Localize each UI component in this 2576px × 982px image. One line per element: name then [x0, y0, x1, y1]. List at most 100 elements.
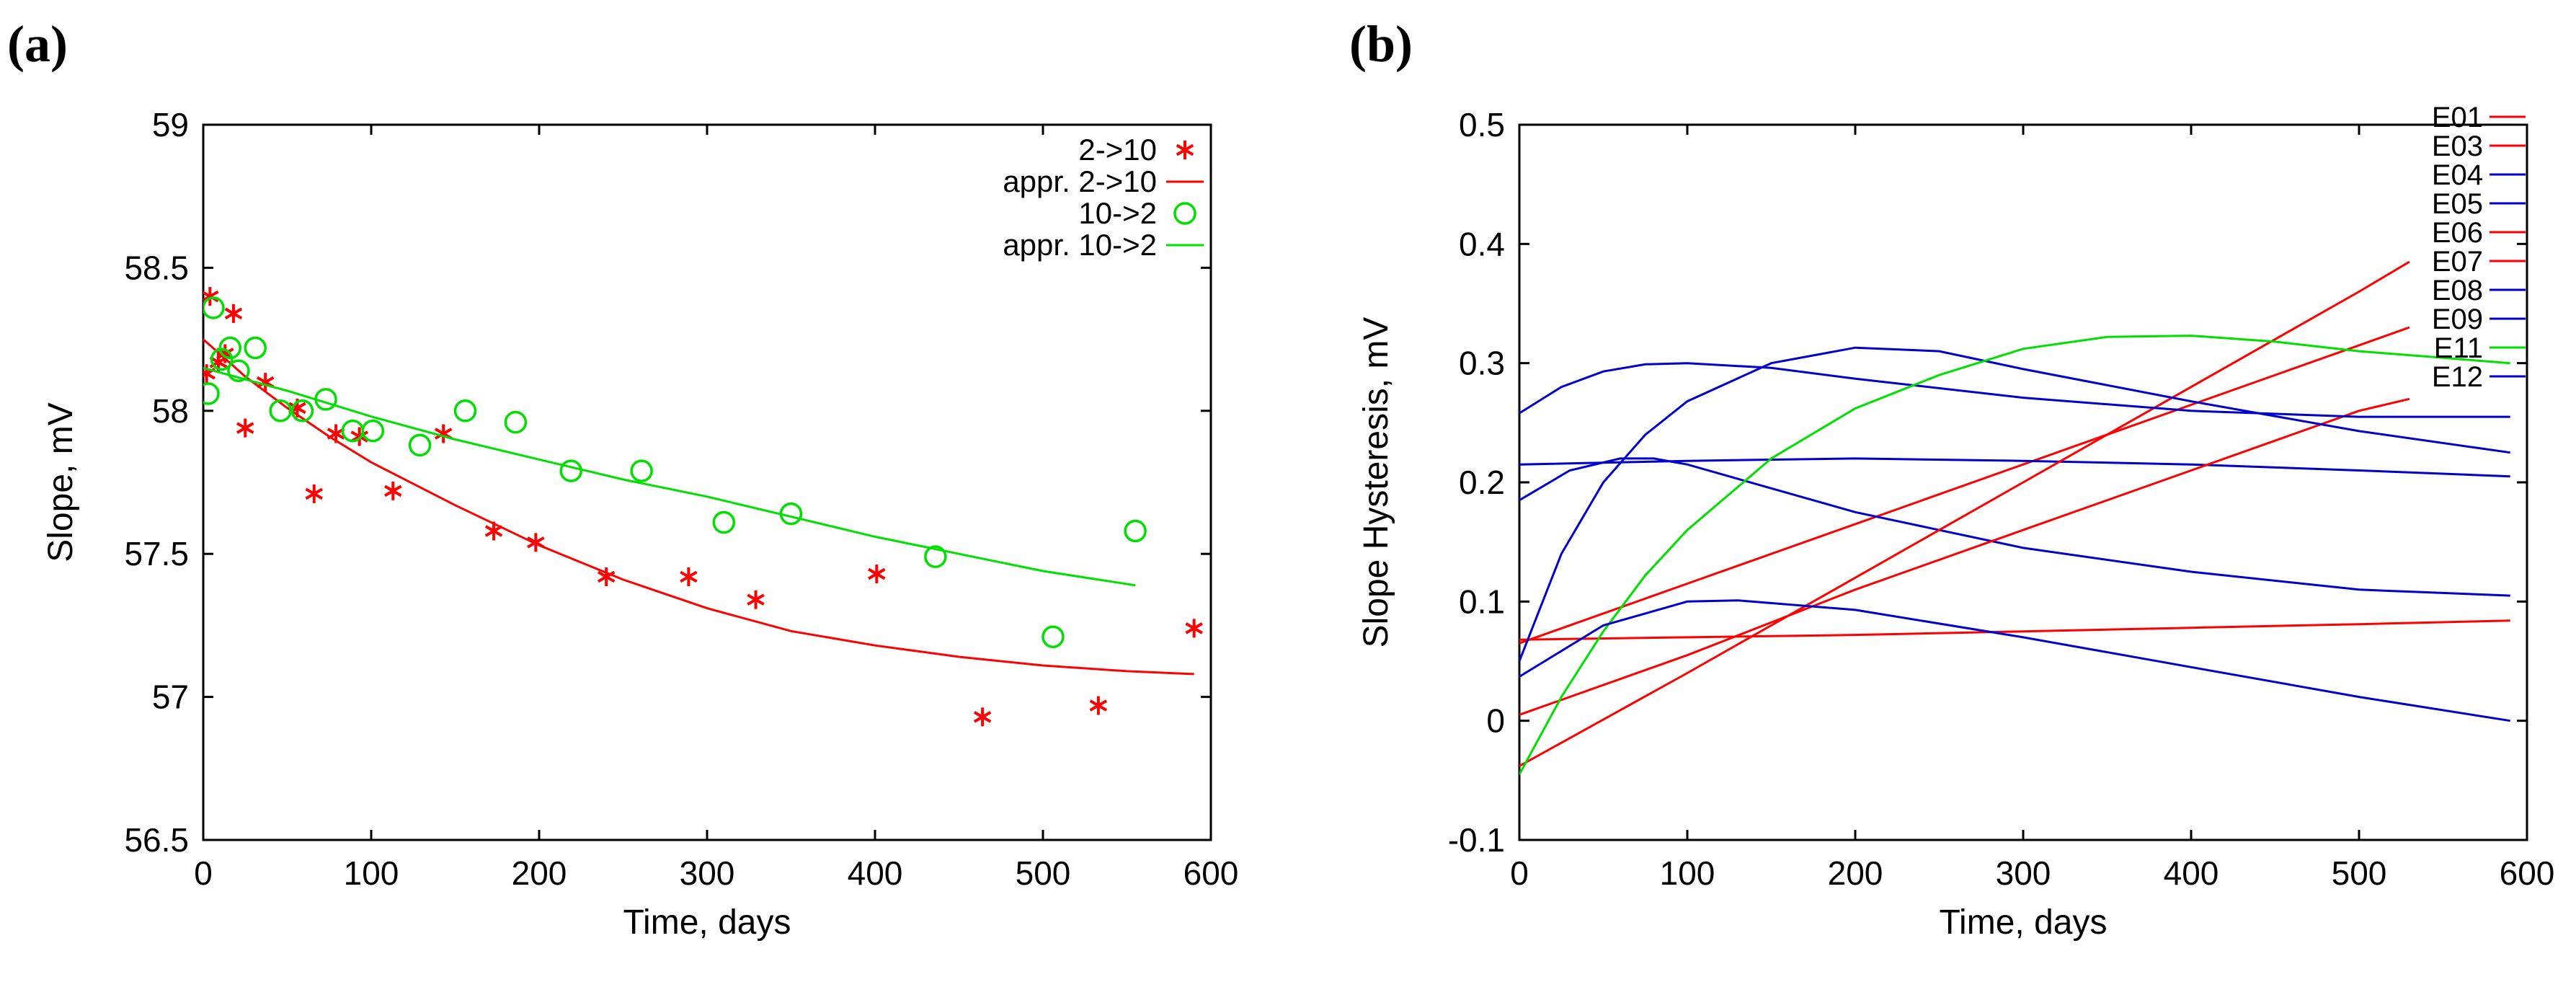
series-e07: [1519, 397, 2410, 716]
data-point-asterisk: [384, 481, 402, 500]
data-point-circle: [218, 336, 242, 360]
data-point-circle: [630, 459, 653, 482]
y-tick-label: 0.1: [1459, 583, 1505, 620]
y-tick-label: 57.5: [124, 535, 189, 572]
data-point-circle: [1124, 519, 1147, 543]
data-point-asterisk: [236, 418, 254, 438]
data-point-circle: [203, 296, 225, 319]
series-line: [203, 366, 1136, 587]
x-tick-label: 0: [1510, 854, 1529, 892]
legend-label: E07: [2432, 246, 2483, 278]
legend-label: appr. 10->2: [1003, 228, 1157, 262]
data-point-asterisk: [868, 564, 886, 583]
x-tick-label: 300: [1996, 854, 2051, 892]
x-tick-label: 200: [512, 854, 567, 892]
data-point-asterisk: [1089, 696, 1108, 715]
data-point-circle: [203, 382, 220, 405]
data-point-circle: [453, 399, 477, 423]
series-e01: [1519, 619, 2510, 641]
series-e04: [1519, 457, 2510, 478]
series-line: [1519, 397, 2410, 716]
panel-label: (b): [1349, 15, 1413, 73]
x-tick-label: 200: [1828, 854, 1883, 892]
y-tick-label: -0.1: [1448, 821, 1505, 859]
series-e12: [1519, 599, 2510, 722]
x-tick-label: 400: [2164, 854, 2219, 892]
series-e03: [1519, 326, 2410, 645]
y-tick-label: 0.3: [1459, 345, 1505, 382]
x-tick-label: 400: [848, 854, 903, 892]
y-tick-label: 0.2: [1459, 464, 1505, 501]
data-point-circle: [1041, 625, 1065, 649]
series-line: [1519, 457, 2510, 478]
chart-panel-b: (b)0 100 200 300 400 500 600-0.100.10.20.30.40…: [1349, 15, 2554, 942]
data-point-asterisk: [1185, 619, 1203, 638]
y-axis-title: Slope, mV: [42, 402, 80, 562]
data-point-circle: [210, 348, 234, 371]
x-axis-title: Time, days: [623, 903, 791, 942]
series-e06: [1519, 260, 2410, 767]
data-point-asterisk: [224, 304, 243, 323]
series-e11: [1519, 335, 2510, 775]
series-line: [203, 338, 1194, 676]
legend-label: E08: [2432, 275, 2483, 306]
series-line: [1519, 346, 2510, 662]
y-tick-label: 57: [152, 678, 189, 716]
data-point-circle: [779, 502, 803, 526]
data-point-circle: [712, 510, 736, 534]
data-point-circle: [924, 545, 947, 568]
x-axis-title: Time, days: [1940, 903, 2108, 942]
legend-label: E04: [2432, 159, 2483, 191]
data-point-asterisk: [305, 484, 324, 503]
y-tick-label: 0: [1486, 702, 1505, 740]
data-point-asterisk: [203, 287, 219, 306]
series-e08: [1519, 362, 2510, 418]
series-e05: [1519, 457, 2510, 597]
data-point-circle: [559, 459, 583, 482]
series-line: [1519, 457, 2510, 597]
legend-label: 10->2: [1078, 196, 1157, 230]
legend-label: E01: [2432, 102, 2483, 133]
series-e09: [1519, 346, 2510, 662]
y-tick-label: 59: [152, 106, 189, 143]
x-tick-label: 600: [1183, 854, 1239, 892]
series-line: [1519, 260, 2410, 767]
legend-label: 2->10: [1078, 133, 1157, 167]
x-tick-label: 500: [1016, 854, 1071, 892]
series-line: [1519, 335, 2510, 775]
y-axis-title: Slope Hysteresis, mV: [1357, 317, 1395, 648]
plot-area: [203, 287, 1203, 727]
series-10-2: [203, 296, 1147, 649]
x-tick-label: 100: [1660, 854, 1715, 892]
series-line: [1519, 326, 2410, 645]
x-tick-label: 100: [344, 854, 399, 892]
data-point-circle: [244, 336, 267, 360]
data-point-circle: [361, 419, 385, 443]
data-point-circle: [408, 433, 432, 457]
data-point-asterisk: [973, 707, 992, 727]
legend-label: appr. 2->10: [1003, 164, 1157, 198]
y-tick-label: 58.5: [124, 249, 189, 286]
legend-marker-asterisk: [1176, 141, 1194, 159]
legend-label: E03: [2432, 131, 2483, 162]
data-point-asterisk: [747, 590, 765, 609]
y-tick-label: 0.5: [1459, 106, 1505, 143]
series-line: [1519, 619, 2510, 641]
y-tick-label: 0.4: [1459, 225, 1505, 262]
x-tick-label: 500: [2332, 854, 2387, 892]
data-point-circle: [290, 399, 314, 423]
x-tick-label: 600: [2500, 854, 2555, 892]
legend-label: E06: [2432, 217, 2483, 249]
series-line: [1519, 362, 2510, 418]
legend-marker-circle: [1173, 202, 1196, 225]
legend-label: E09: [2432, 304, 2483, 335]
data-point-circle: [269, 399, 292, 423]
series-2-10: [203, 287, 1203, 727]
y-tick-label: 56.5: [124, 821, 189, 859]
data-point-asterisk: [680, 567, 698, 586]
data-point-circle: [227, 359, 250, 382]
data-point-asterisk: [597, 567, 616, 586]
